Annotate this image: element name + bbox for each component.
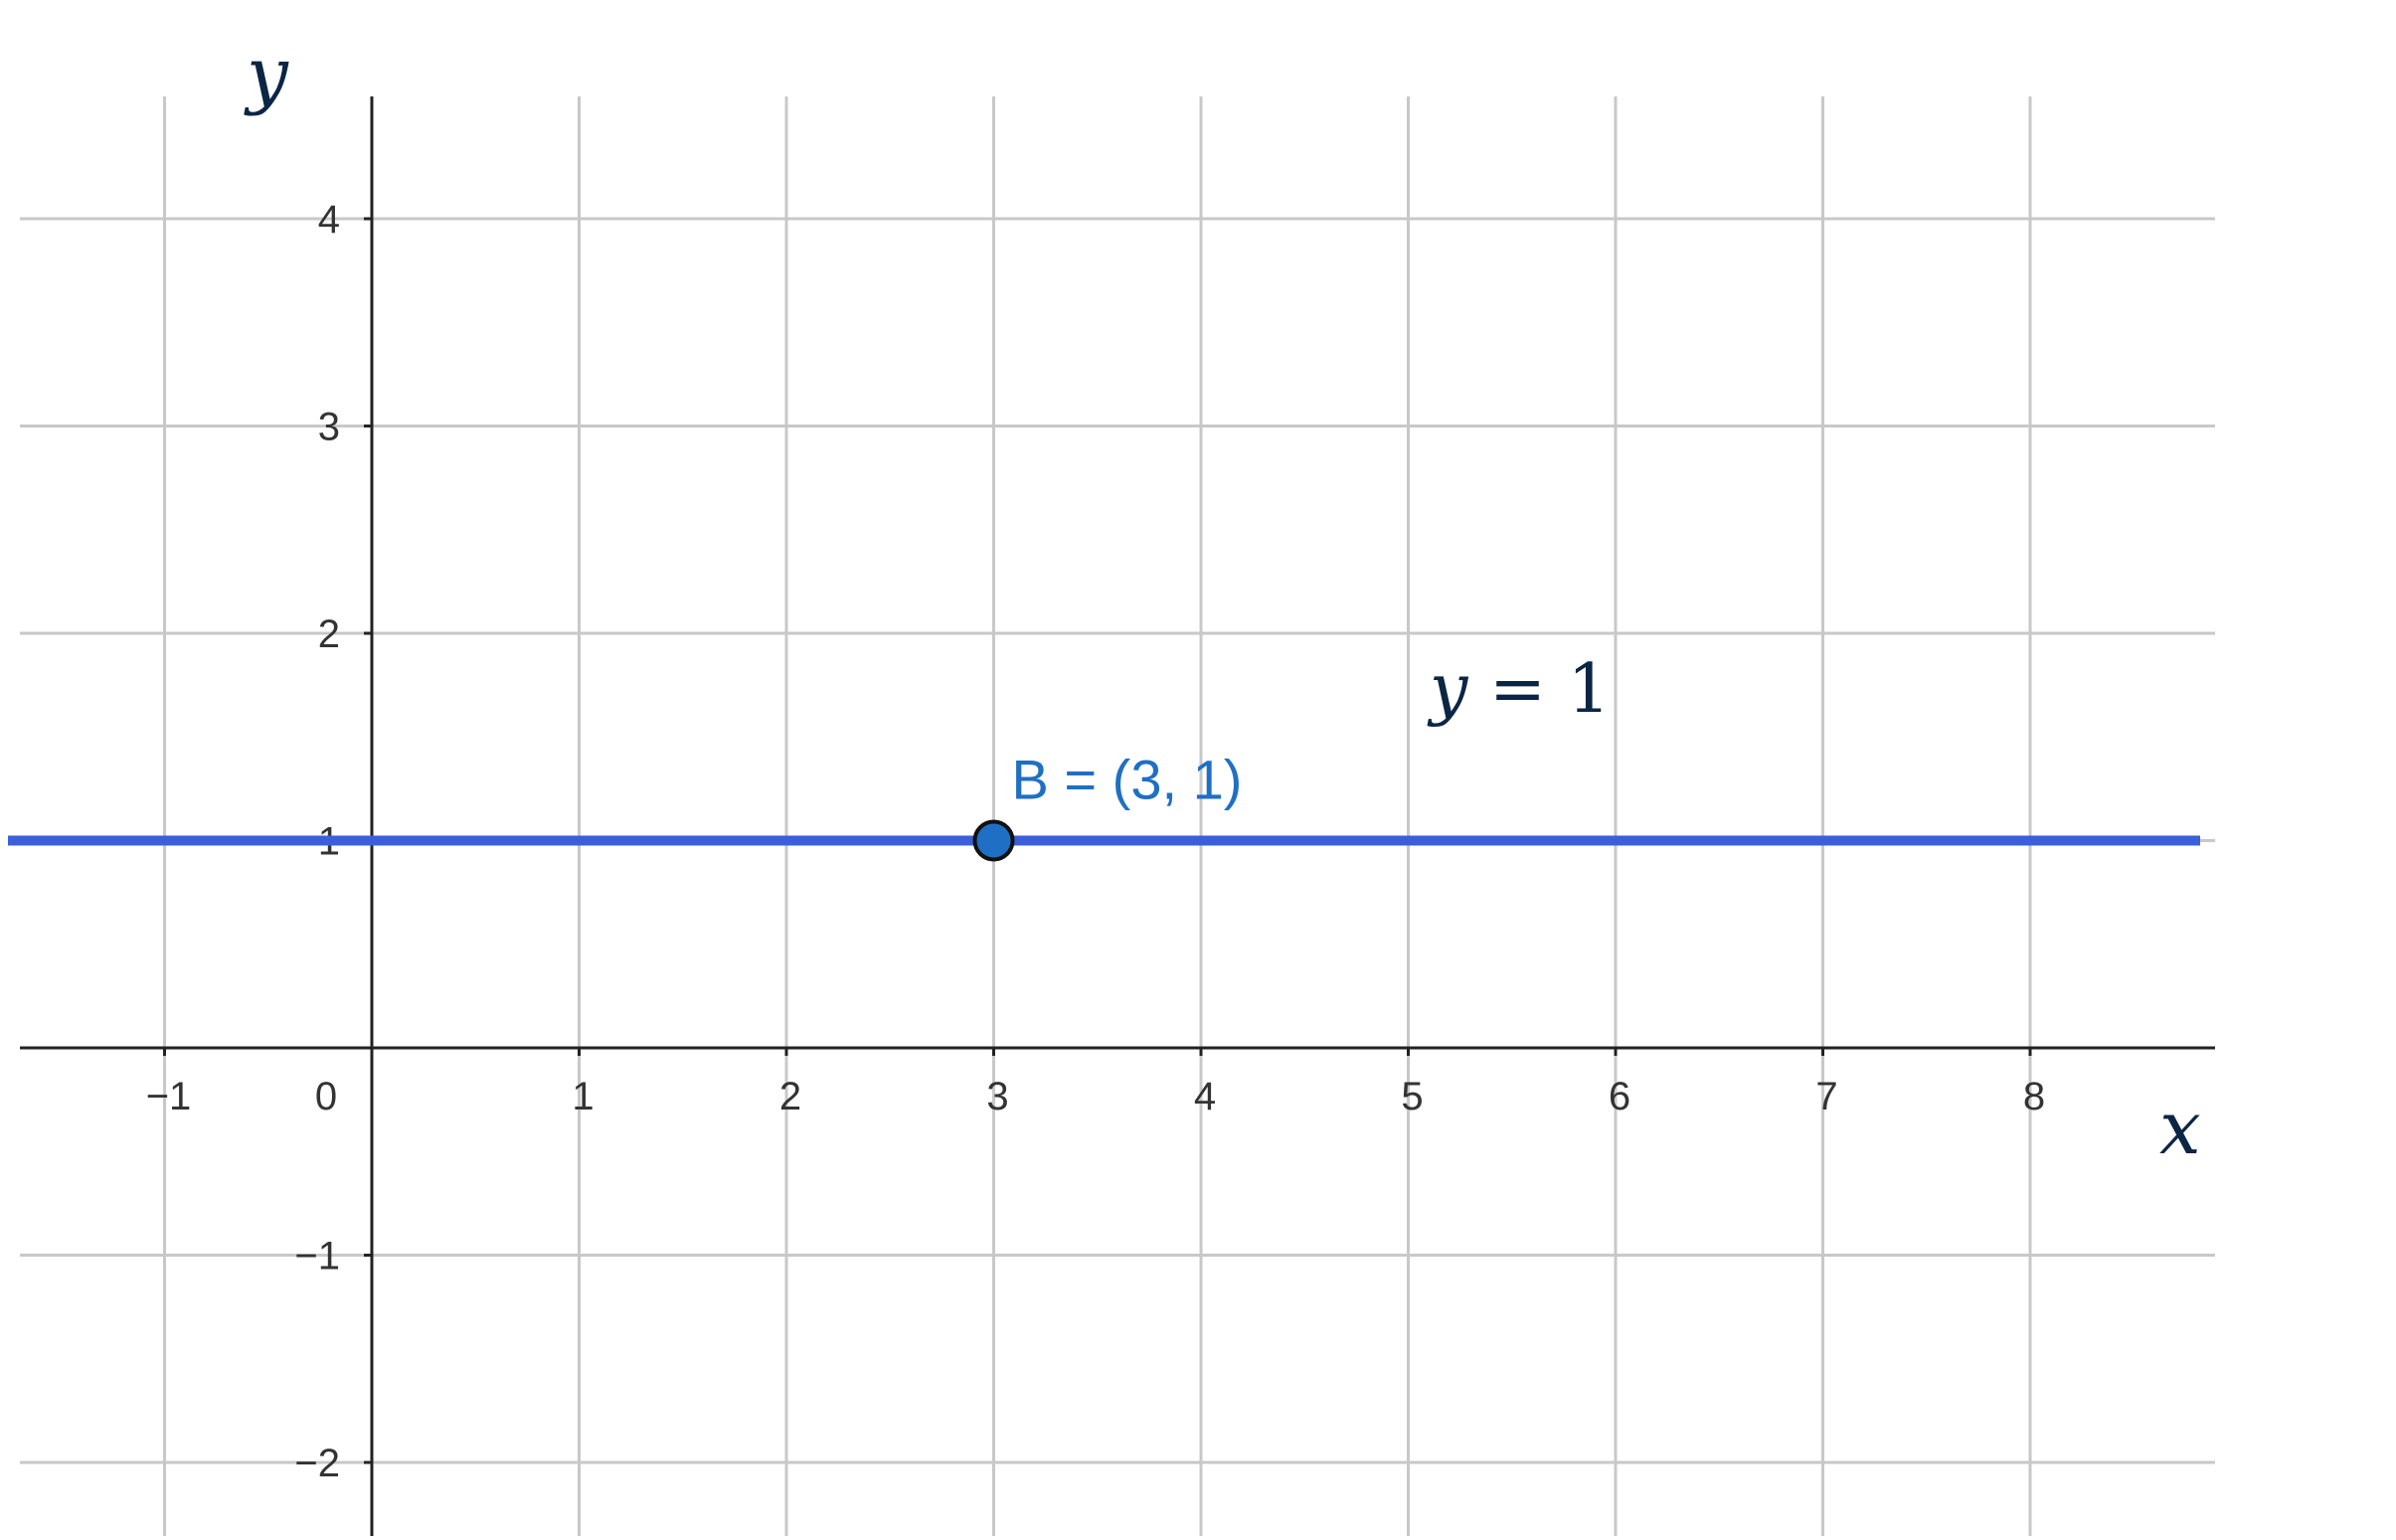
y-tick-label: 4 [318, 198, 340, 242]
x-tick-label: 8 [2023, 1075, 2045, 1118]
y-tick-label: 3 [318, 406, 340, 449]
x-tick-label: 0 [315, 1075, 337, 1118]
x-tick-label: 1 [572, 1075, 594, 1118]
x-tick-label: 5 [1401, 1075, 1423, 1118]
x-tick-label: 4 [1194, 1075, 1216, 1118]
equation-var: y [1427, 650, 1469, 729]
x-tick-label: 7 [1815, 1075, 1837, 1118]
series: B = (3, 1) [8, 749, 2200, 862]
y-tick-label: 2 [318, 612, 340, 656]
y-tick-label: −1 [294, 1235, 340, 1279]
x-axis-label: x [2159, 1086, 2201, 1171]
x-tick-label: 3 [986, 1075, 1008, 1118]
y-axis-label: y [244, 32, 289, 117]
x-tick-label: 6 [1609, 1075, 1630, 1118]
point-b-label: B = (3, 1) [1012, 749, 1243, 811]
grid [20, 96, 2215, 1536]
equation-rest: = 1 [1467, 650, 1610, 729]
point-b[interactable] [972, 819, 1015, 862]
equation-label: y = 1 [1427, 650, 1611, 729]
axes [20, 96, 2215, 1536]
x-tick-label: −1 [146, 1075, 192, 1118]
y-tick-label: −2 [294, 1442, 340, 1485]
x-tick-label: 2 [779, 1075, 801, 1118]
